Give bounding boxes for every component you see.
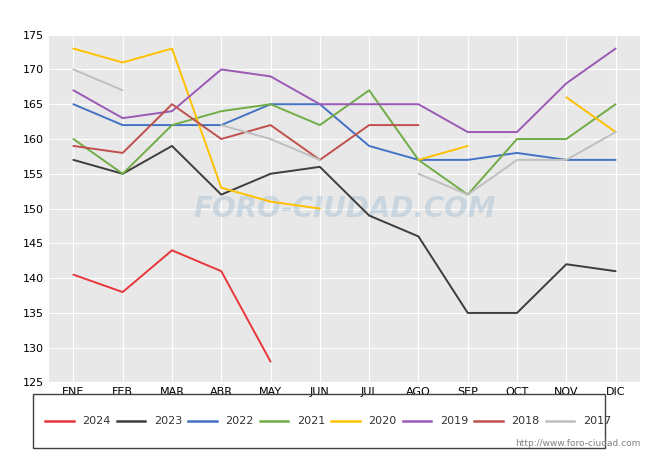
Text: 2023: 2023 <box>154 416 182 426</box>
Text: 2020: 2020 <box>369 416 396 426</box>
Text: 2017: 2017 <box>583 416 611 426</box>
Text: FORO-CIUDAD.COM: FORO-CIUDAD.COM <box>193 194 496 223</box>
Text: 2019: 2019 <box>440 416 468 426</box>
Text: Afiliados en Morelábor a 31/5/2024: Afiliados en Morelábor a 31/5/2024 <box>167 7 483 25</box>
Text: http://www.foro-ciudad.com: http://www.foro-ciudad.com <box>515 439 640 448</box>
Text: 2021: 2021 <box>297 416 325 426</box>
Text: 2018: 2018 <box>512 416 540 426</box>
Text: 2024: 2024 <box>83 416 111 426</box>
Text: 2022: 2022 <box>226 416 254 426</box>
